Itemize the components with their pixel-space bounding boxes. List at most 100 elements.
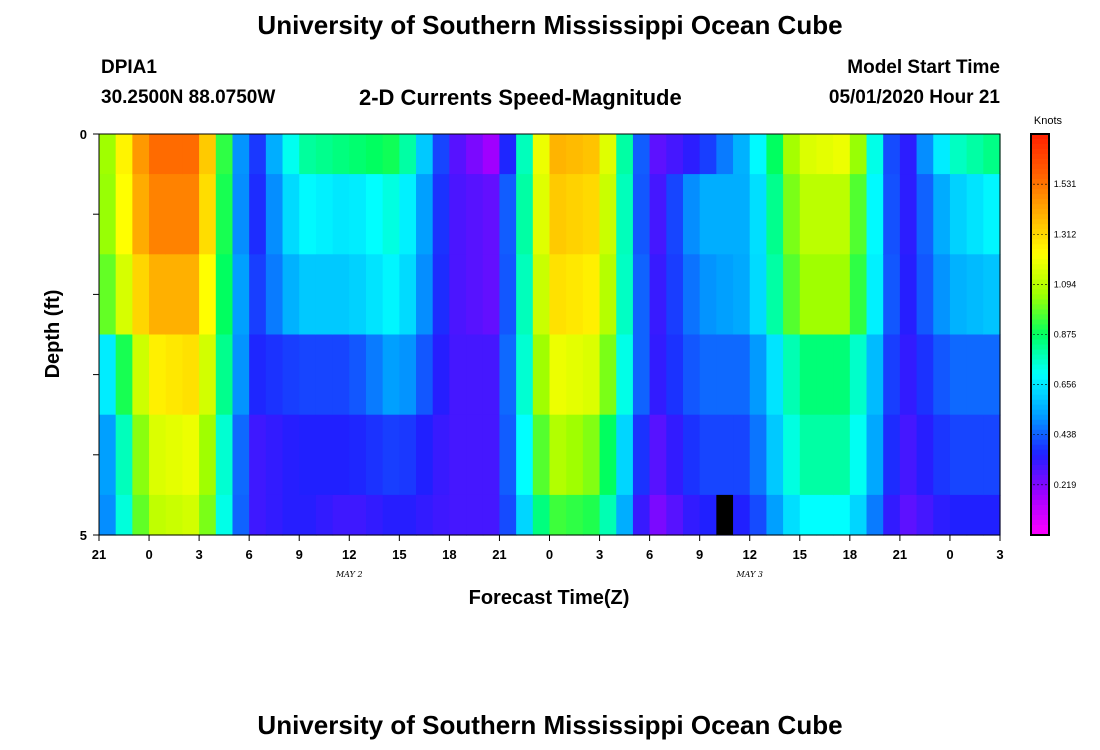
colorbar-swatch: [1031, 239, 1049, 245]
heatmap-cell: [115, 134, 133, 175]
heatmap-cell: [966, 494, 984, 536]
x-tick-label: 0: [145, 547, 152, 562]
heatmap-cell: [315, 334, 334, 416]
colorbar-swatch: [1031, 234, 1049, 240]
heatmap-cell: [432, 134, 450, 175]
heatmap-cell: [182, 174, 200, 255]
heatmap-cell: [616, 254, 634, 336]
colorbar-swatch: [1031, 474, 1049, 481]
colorbar-swatch: [1031, 144, 1049, 150]
heatmap-cell: [199, 414, 217, 496]
colorbar-swatch: [1031, 394, 1049, 401]
colorbar-title: Knots: [1034, 115, 1063, 127]
heatmap-cell: [599, 334, 617, 416]
heatmap-cell: [983, 334, 1001, 416]
colorbar-swatch: [1031, 189, 1049, 195]
heatmap-cell: [199, 174, 217, 255]
colorbar-swatch: [1031, 274, 1049, 280]
heatmap-cell: [766, 174, 784, 255]
heatmap-cell: [616, 334, 634, 416]
colorbar-swatch: [1031, 399, 1049, 406]
heatmap-cell: [432, 254, 450, 336]
heatmap-cell: [199, 254, 217, 336]
heatmap-cell: [532, 134, 551, 175]
heatmap-cell: [616, 134, 634, 175]
heatmap-cell: [699, 254, 717, 336]
heatmap-cell: [566, 414, 584, 496]
heatmap-cell: [265, 334, 284, 416]
heatmap-cell: [783, 174, 801, 255]
heatmap-cell: [849, 494, 868, 536]
heatmap-cell: [332, 414, 350, 496]
heatmap-cell: [149, 414, 167, 496]
heatmap-cell: [816, 494, 834, 536]
colorbar-swatch: [1031, 379, 1049, 386]
heatmap-cell: [866, 334, 884, 416]
heatmap-cell: [866, 494, 884, 536]
colorbar-swatch: [1031, 354, 1049, 361]
heatmap-cell: [432, 494, 450, 536]
heatmap-cell: [699, 174, 717, 255]
heatmap-cell: [349, 174, 367, 255]
heatmap-cell: [99, 334, 117, 416]
heatmap-cell: [966, 134, 984, 175]
heatmap-cell: [716, 134, 734, 175]
heatmap-cell: [232, 334, 250, 416]
station-id: DPIA1: [101, 57, 157, 78]
heatmap-cell: [699, 134, 717, 175]
heatmap-cell: [783, 134, 801, 175]
heatmap-cell: [115, 414, 133, 496]
heatmap-cell: [482, 494, 501, 536]
heatmap-cell: [799, 334, 818, 416]
heatmap-cell: [215, 174, 234, 255]
colorbar-swatch: [1031, 269, 1049, 275]
heatmap-cell: [215, 494, 234, 536]
heatmap-cell: [783, 254, 801, 336]
heatmap-cell: [949, 174, 968, 255]
colorbar-swatch: [1031, 369, 1049, 376]
colorbar-swatch: [1031, 169, 1049, 175]
heatmap-cell: [199, 334, 217, 416]
colorbar-swatch: [1031, 409, 1049, 416]
heatmap-cell: [733, 334, 751, 416]
colorbar-swatch: [1031, 329, 1049, 336]
heatmap-cell: [215, 254, 234, 336]
heatmap-cell: [516, 494, 534, 536]
colorbar-swatch: [1031, 199, 1049, 205]
heatmap-cell: [449, 174, 467, 255]
heatmap-cell: [499, 174, 517, 255]
x-tick-label: 15: [793, 547, 807, 562]
heatmap-cell: [649, 334, 667, 416]
heatmap-cell: [599, 414, 617, 496]
heatmap-cell: [532, 334, 551, 416]
heatmap-cell: [149, 174, 167, 255]
heatmap-cell: [916, 414, 934, 496]
heatmap-cell: [666, 134, 684, 175]
heatmap-cell: [199, 494, 217, 536]
heatmap-cell: [332, 494, 350, 536]
heatmap-cell: [883, 254, 901, 336]
colorbar-swatch: [1031, 464, 1049, 471]
heatmap-cell: [382, 334, 400, 416]
heatmap-cell: [549, 174, 567, 255]
colorbar-swatch: [1031, 434, 1049, 441]
heatmap-cell: [916, 254, 934, 336]
chart-subtitle: 2-D Currents Speed-Magnitude: [359, 85, 682, 110]
heatmap-cell: [299, 134, 317, 175]
heatmap-cell: [282, 174, 300, 255]
heatmap-cell: [115, 254, 133, 336]
colorbar-swatch: [1031, 229, 1049, 235]
heatmap-cell: [833, 494, 851, 536]
heatmap-cell: [833, 254, 851, 336]
x-tick-label: 3: [596, 547, 603, 562]
heatmap-cell: [382, 494, 400, 536]
colorbar-swatch: [1031, 299, 1049, 306]
heatmap-cell: [933, 174, 951, 255]
heatmap-cell: [682, 134, 701, 175]
page-title: University of Southern Mississippi Ocean…: [257, 10, 843, 40]
x-tick-label: 0: [546, 547, 553, 562]
colorbar-swatch: [1031, 359, 1049, 366]
heatmap-cell: [949, 334, 968, 416]
colorbar-swatch: [1031, 519, 1049, 526]
heatmap-cell: [249, 174, 267, 255]
